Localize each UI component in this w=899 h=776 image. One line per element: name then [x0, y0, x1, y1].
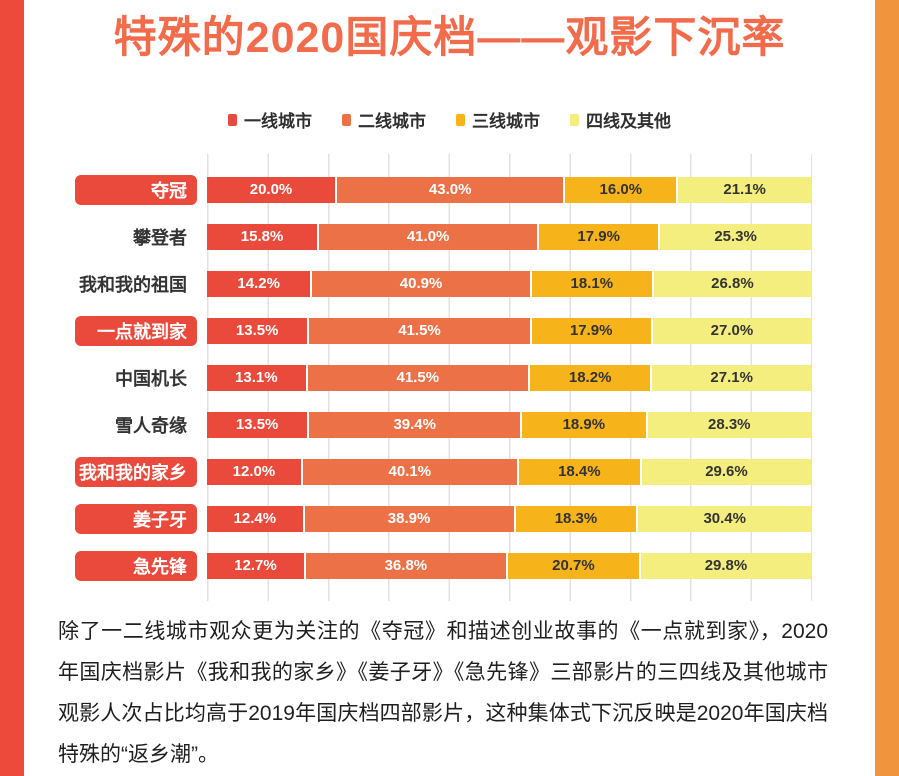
- stacked-bar: 13.5% 39.4% 18.9% 28.3%: [207, 411, 812, 438]
- chart-row: 姜子牙 12.4% 38.9% 18.3% 30.4%: [75, 495, 899, 542]
- movie-label: 急先锋: [75, 550, 197, 581]
- bar-segment: 18.4%: [518, 458, 640, 485]
- chart-row: 我和我的家乡 12.0% 40.1% 18.4% 29.6%: [75, 448, 899, 495]
- bar-segment: 12.0%: [207, 458, 301, 485]
- bar-segment: 36.8%: [305, 552, 506, 579]
- stacked-bar: 13.5% 41.5% 17.9% 27.0%: [207, 317, 811, 344]
- chart-row: 中国机长 13.1% 41.5% 18.2% 27.1%: [75, 354, 899, 401]
- chart-row: 夺冠 20.0% 43.0% 16.0% 21.1%: [75, 166, 899, 213]
- stacked-bar: 20.0% 43.0% 16.0% 21.1%: [207, 176, 811, 203]
- bar-segment: 27.1%: [652, 364, 811, 391]
- chart-row: 一点就到家 13.5% 41.5% 17.9% 27.0%: [75, 307, 899, 354]
- caption-text: 除了一二线城市观众更为关注的《夺冠》和描述创业故事的《一点就到家》，2020年国…: [58, 620, 828, 767]
- bar-segment: 15.8%: [207, 223, 318, 250]
- movie-label: 中国机长: [115, 368, 187, 389]
- legend-label: 一线城市: [244, 112, 312, 132]
- bar-segment: 17.9%: [539, 223, 659, 250]
- stacked-bar: 14.2% 40.9% 18.1% 26.8%: [207, 270, 811, 297]
- stacked-bar: 12.4% 38.9% 18.3% 30.4%: [207, 505, 812, 532]
- movie-label: 攀登者: [133, 227, 187, 248]
- movie-label: 雪人奇缘: [115, 415, 187, 436]
- stacked-bar: 12.7% 36.8% 20.7% 29.8%: [207, 552, 811, 579]
- bar-segment: 17.9%: [531, 317, 651, 344]
- right-edge-bar: [875, 0, 899, 776]
- bar-segment: 18.3%: [515, 505, 637, 532]
- movie-label: 一点就到家: [75, 315, 197, 346]
- bar-segment: 14.2%: [207, 270, 311, 297]
- legend-label: 二线城市: [358, 112, 426, 132]
- stacked-bar: 12.0% 40.1% 18.4% 29.6%: [207, 458, 811, 485]
- bar-segment: 38.9%: [304, 505, 514, 532]
- legend-swatch-icon: [228, 113, 237, 126]
- bar-segment: 41.0%: [319, 223, 538, 250]
- bar-segment: 30.4%: [638, 505, 812, 532]
- legend-swatch-icon: [342, 113, 351, 126]
- bar-segment: 13.5%: [207, 317, 308, 344]
- bar-segment: 40.1%: [302, 458, 517, 485]
- bar-segment: 18.9%: [522, 411, 646, 438]
- bar-segment: 12.7%: [207, 552, 304, 579]
- bar-segment: 25.3%: [660, 223, 811, 250]
- legend: 一线城市 二线城市 三线城市 四线及其他: [0, 107, 899, 132]
- bar-segment: 27.0%: [652, 317, 811, 344]
- chart-row: 急先锋 12.7% 36.8% 20.7% 29.8%: [75, 542, 899, 589]
- bar-segment: 18.1%: [531, 270, 652, 297]
- bar-segment: 21.1%: [678, 176, 811, 203]
- legend-item: 三线城市: [456, 107, 540, 132]
- bar-segment: 13.5%: [207, 411, 308, 438]
- legend-item: 四线及其他: [570, 107, 671, 132]
- left-edge-bar: [0, 0, 24, 776]
- bar-segment: 16.0%: [565, 176, 677, 203]
- stacked-bar: 15.8% 41.0% 17.9% 25.3%: [207, 223, 811, 250]
- legend-item: 二线城市: [342, 107, 426, 132]
- movie-label: 姜子牙: [75, 503, 197, 534]
- chart-row: 雪人奇缘 13.5% 39.4% 18.9% 28.3%: [75, 401, 899, 448]
- page-title: 特殊的2020国庆档——观影下沉率: [113, 14, 786, 62]
- bar-segment: 40.9%: [312, 270, 530, 297]
- bar-segment: 41.5%: [309, 317, 530, 344]
- bar-segment: 29.6%: [641, 458, 811, 485]
- chart-rows: 夺冠 20.0% 43.0% 16.0% 21.1% 攀登者 15.8% 41.0% 17.9%…: [75, 166, 899, 589]
- stacked-bar: 13.1% 41.5% 18.2% 27.1%: [207, 364, 811, 391]
- stacked-bar-chart: 夺冠 20.0% 43.0% 16.0% 21.1% 攀登者 15.8% 41.0% 17.9%…: [75, 154, 899, 602]
- bar-segment: 43.0%: [337, 176, 564, 203]
- legend-label: 四线及其他: [586, 112, 671, 132]
- bar-segment: 26.8%: [653, 270, 811, 297]
- bar-segment: 20.7%: [507, 552, 639, 579]
- bar-segment: 20.0%: [207, 176, 336, 203]
- bar-segment: 18.2%: [529, 364, 651, 391]
- movie-label: 我和我的祖国: [79, 274, 187, 295]
- legend-label: 三线城市: [472, 112, 540, 132]
- movie-label: 我和我的家乡: [75, 456, 197, 487]
- bar-segment: 29.8%: [640, 552, 811, 579]
- bar-segment: 41.5%: [307, 364, 528, 391]
- bar-segment: 13.1%: [207, 364, 306, 391]
- bar-segment: 12.4%: [207, 505, 303, 532]
- bar-segment: 39.4%: [309, 411, 521, 438]
- bar-segment: 28.3%: [647, 411, 812, 438]
- movie-label: 夺冠: [75, 174, 197, 205]
- chart-row: 攀登者 15.8% 41.0% 17.9% 25.3%: [75, 213, 899, 260]
- legend-swatch-icon: [570, 113, 579, 126]
- legend-swatch-icon: [456, 113, 465, 126]
- legend-item: 一线城市: [228, 107, 312, 132]
- chart-row: 我和我的祖国 14.2% 40.9% 18.1% 26.8%: [75, 260, 899, 307]
